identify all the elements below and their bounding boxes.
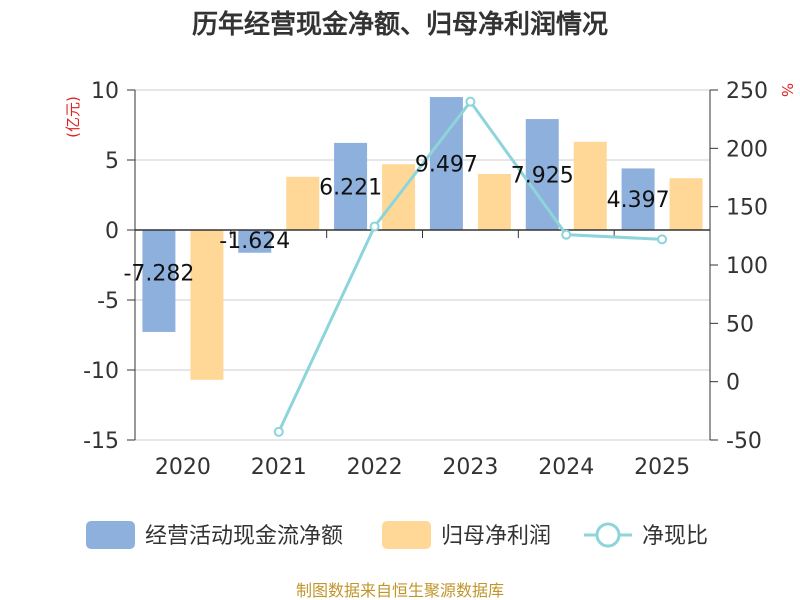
ratio-point xyxy=(369,221,380,232)
cashflow-data-label: 9.497 xyxy=(415,153,478,178)
ratio-point xyxy=(561,229,572,240)
right-tick-label: 200 xyxy=(726,137,768,162)
cashflow-bar xyxy=(142,230,176,332)
netprofit-bar xyxy=(573,141,607,230)
source-note: 制图数据来自恒生聚源数据库 xyxy=(296,581,504,600)
left-tick-label: 10 xyxy=(91,79,119,104)
cashflow-data-label: 6.221 xyxy=(319,175,382,200)
legend: 经营活动现金流净额 归母净利润 净现比 xyxy=(86,521,708,549)
ratio-point xyxy=(657,234,668,245)
cashflow-bar xyxy=(334,142,368,230)
axes xyxy=(127,89,718,441)
left-tick-label: -15 xyxy=(83,429,119,454)
left-tick-label: 5 xyxy=(105,149,119,174)
chart-title: 历年经营现金净额、归母净利润情况 xyxy=(192,9,608,40)
legend-label-netprofit: 归母净利润 xyxy=(441,524,551,549)
cashflow-data-label: 7.925 xyxy=(511,164,574,189)
left-tick-label: -5 xyxy=(97,289,119,314)
right-tick-label: 50 xyxy=(726,312,754,337)
x-tick-label: 2023 xyxy=(442,455,498,480)
bars xyxy=(142,97,703,380)
cashflow-data-label: -7.282 xyxy=(123,261,194,286)
legend-label-cashflow: 经营活动现金流净额 xyxy=(145,524,343,549)
ratio-line xyxy=(273,96,668,437)
x-tick-label: 2021 xyxy=(251,455,307,480)
right-tick-label: 0 xyxy=(726,371,740,396)
right-axis-unit: % xyxy=(778,83,796,97)
ratio-point xyxy=(273,426,284,437)
x-tick-label: 2020 xyxy=(155,455,211,480)
legend-label-ratio: 净现比 xyxy=(642,524,708,549)
right-tick-label: 100 xyxy=(726,254,768,279)
cashflow-data-label: -1.624 xyxy=(219,229,290,254)
ratio-point xyxy=(465,96,476,107)
legend-marker-ratio xyxy=(595,522,621,548)
legend-swatch-netprofit xyxy=(382,521,431,549)
legend-swatch-cashflow xyxy=(86,521,135,549)
cashflow-data-label: 4.397 xyxy=(607,188,670,213)
cashflow-bar xyxy=(525,119,559,230)
x-tick-label: 2024 xyxy=(538,455,594,480)
data-labels: -7.282 -1.624 6.221 9.497 7.925 4.397 xyxy=(123,153,669,287)
cashflow-bar xyxy=(621,168,655,230)
x-tick-label: 2022 xyxy=(347,455,403,480)
cashflow-bar xyxy=(238,230,272,253)
left-tick-label: -10 xyxy=(83,359,119,384)
right-tick-label: -50 xyxy=(726,429,762,454)
netprofit-bar xyxy=(669,178,703,230)
left-axis-unit: (亿元) xyxy=(64,96,82,138)
left-tick-label: 0 xyxy=(105,219,119,244)
grid xyxy=(135,89,710,441)
right-tick-label: 250 xyxy=(726,79,768,104)
netprofit-bar xyxy=(477,174,511,230)
netprofit-bar xyxy=(286,176,320,230)
right-tick-label: 150 xyxy=(726,196,768,221)
netprofit-bar xyxy=(190,230,224,380)
x-tick-label: 2025 xyxy=(634,455,690,480)
